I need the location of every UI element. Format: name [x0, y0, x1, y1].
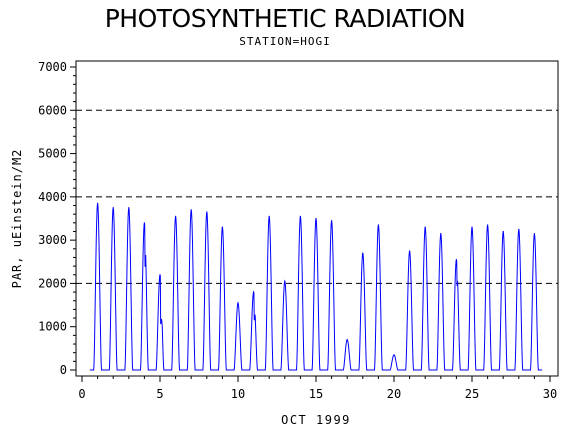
y-tick-label: 6000	[38, 103, 67, 117]
daily-peak-point	[377, 224, 379, 226]
daily-peak-point	[128, 207, 130, 209]
x-tick-label: 15	[309, 387, 323, 401]
x-axis-label: OCT 1999	[281, 413, 351, 427]
daily-peak-point	[393, 354, 395, 356]
daily-peak-point	[424, 226, 426, 228]
y-tick-label: 3000	[38, 233, 67, 247]
x-tick-label: 20	[387, 387, 401, 401]
daily-peak-point	[237, 302, 239, 304]
plot-frame	[75, 60, 559, 377]
x-tick-label: 10	[231, 387, 245, 401]
x-tick-label: 25	[465, 387, 479, 401]
y-tick-label: 5000	[38, 147, 67, 161]
daily-peak-point	[143, 222, 145, 224]
daily-peak-point	[268, 215, 270, 217]
daily-peak-point	[190, 209, 192, 211]
y-axis: 0 1000 2000 3000 4000 5000 6000 7000	[38, 60, 76, 377]
chart-title: PHOTOSYNTHETIC RADIATION	[104, 4, 466, 33]
daily-peak-point	[175, 215, 177, 217]
reference-lines	[76, 109, 558, 284]
chart-subtitle: STATION=HOGI	[239, 35, 331, 48]
daily-peak-point	[331, 220, 333, 222]
y-tick-label: 0	[60, 363, 67, 377]
par-series-line	[89, 203, 543, 371]
daily-peak-point	[206, 211, 208, 213]
daily-peak-point	[362, 252, 364, 254]
daily-peak-point	[471, 226, 473, 228]
y-tick-label: 7000	[38, 60, 67, 74]
x-tick-label: 30	[543, 387, 557, 401]
daily-peak-point	[159, 274, 161, 276]
daily-peak-point	[97, 202, 99, 204]
daily-peak-point	[455, 259, 457, 261]
daily-peak-point	[409, 250, 411, 252]
daily-peak-point	[502, 230, 504, 233]
x-axis: 0 5 10 15 20 25 30	[78, 376, 557, 401]
daily-peak-point	[440, 233, 442, 235]
daily-peak-point	[284, 280, 286, 282]
daily-peak-point	[533, 233, 536, 235]
daily-peak-point	[299, 215, 301, 217]
daily-peak-point	[518, 228, 520, 230]
par-series	[89, 202, 543, 371]
daily-peak-point	[315, 217, 317, 220]
y-tick-label: 1000	[38, 320, 67, 334]
x-tick-label: 0	[78, 387, 85, 401]
y-tick-label: 4000	[38, 190, 67, 204]
y-axis-label: PAR, uEinstein/M2	[10, 149, 24, 289]
daily-peak-point	[346, 339, 348, 341]
y-tick-label: 2000	[38, 276, 67, 290]
daily-peak-point	[112, 207, 114, 209]
daily-peak-point	[221, 226, 223, 228]
x-tick-label: 5	[156, 387, 163, 401]
daily-peak-point	[253, 291, 255, 293]
daily-peak-point	[487, 224, 489, 226]
